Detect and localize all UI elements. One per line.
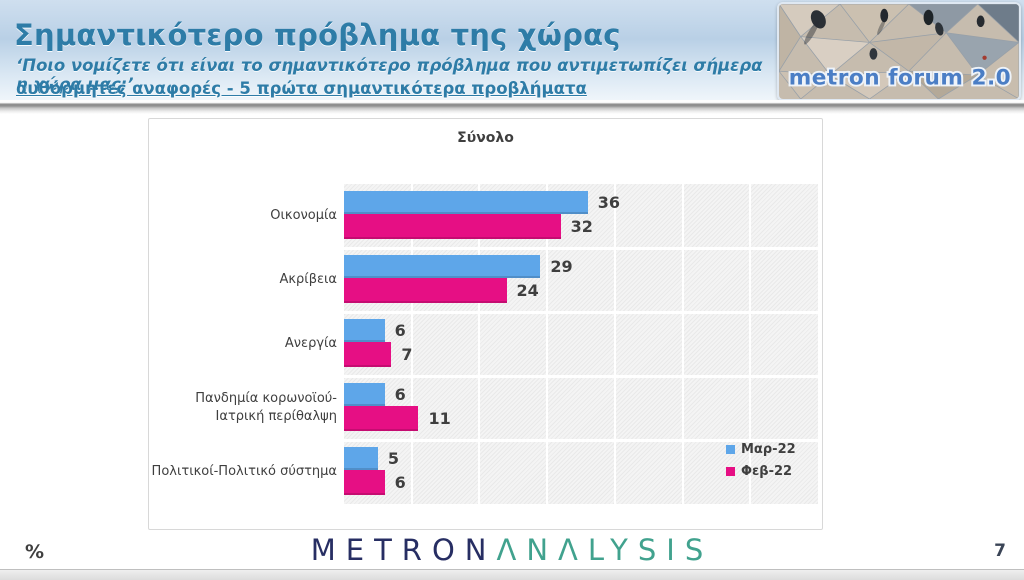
value-label: 6 — [394, 473, 406, 492]
band-separator — [344, 247, 818, 250]
legend-swatch — [726, 467, 735, 476]
bar-Φεβ-22 — [344, 278, 507, 303]
slide-subtitle-note: αυθόρμητες αναφορές - 5 πρώτα σημαντικότ… — [16, 79, 587, 98]
value-label: 29 — [550, 257, 573, 276]
value-label: 6 — [394, 385, 406, 404]
value-label: 6 — [394, 321, 406, 340]
category-label: Οικονομία — [270, 208, 337, 224]
slide-subtitle-question: ‘Ποιο νομίζετε ότι είναι το σημαντικότερ… — [16, 56, 763, 94]
header-divider — [0, 100, 1024, 114]
gridline — [613, 184, 616, 504]
value-label: 36 — [597, 193, 621, 212]
band-separator — [344, 311, 818, 314]
gridline — [410, 184, 413, 504]
metron-forum-photo: metron forum 2.0 — [777, 2, 1021, 101]
brand-analysis: ΛΝΛLYSIS — [496, 533, 714, 567]
value-label: 24 — [516, 281, 539, 300]
legend-label: Φεβ-22 — [741, 464, 793, 479]
page-number: 7 — [994, 541, 1006, 561]
category-labels: Οικονομία Ακρίβεια Ανεργία Πανδημία κορωνοϊ… — [149, 184, 337, 504]
legend-item: Φεβ-22 — [726, 464, 796, 479]
value-label: 32 — [570, 217, 593, 236]
metron-forum-logo-text: metron forum 2.0 — [789, 66, 1012, 91]
bottom-bar — [0, 569, 1024, 580]
value-label: 11 — [428, 409, 451, 428]
category-label: Πανδημία κορωνοϊού-Ιατρική περίθαλψη — [195, 391, 337, 424]
value-label: 7 — [401, 345, 413, 364]
bar-Φεβ-22 — [344, 470, 385, 495]
gridline — [478, 184, 481, 504]
gridline — [546, 184, 549, 504]
bar-Φεβ-22 — [344, 406, 419, 431]
chart-plot: 36 32 29 24 6 7 6 11 5 6 Μαρ-22 Φεβ-22 — [344, 184, 818, 504]
legend-label: Μαρ-22 — [741, 442, 796, 457]
bar-Μαρ-22 — [344, 383, 385, 406]
brand-logo: METRONΛΝΛLYSIS — [0, 533, 1024, 567]
chart-panel: Σύνολο Οικονομία Ακρίβεια Ανεργία Πανδημία … — [148, 118, 823, 530]
category-label: Ανεργία — [284, 336, 337, 352]
legend-swatch — [726, 445, 735, 454]
category-label: Ακρίβεια — [279, 272, 338, 288]
chart-title: Σύνολο — [457, 130, 514, 146]
footer-percent-label: % — [25, 541, 45, 563]
value-label: 5 — [387, 449, 399, 468]
brand-metron: METRON — [310, 533, 497, 567]
legend-item: Μαρ-22 — [726, 442, 796, 457]
bar-Φεβ-22 — [344, 342, 392, 367]
people-figures — [804, 8, 987, 60]
bar-Μαρ-22 — [344, 447, 378, 470]
bar-Μαρ-22 — [344, 255, 541, 278]
gridline — [681, 184, 684, 504]
gridline — [749, 184, 752, 504]
legend: Μαρ-22 Φεβ-22 — [726, 442, 796, 479]
band-separator — [344, 375, 818, 378]
bar-Μαρ-22 — [344, 191, 588, 214]
category-label: Πολιτικοί-Πολιτικό σύστημα — [151, 464, 337, 480]
mosaic-graphic: metron forum 2.0 — [779, 4, 1019, 99]
band-separator — [344, 439, 818, 442]
bar-Μαρ-22 — [344, 319, 385, 342]
bar-Φεβ-22 — [344, 214, 561, 239]
slide-title: Σημαντικότερο πρόβλημα της χώρας — [14, 18, 621, 52]
